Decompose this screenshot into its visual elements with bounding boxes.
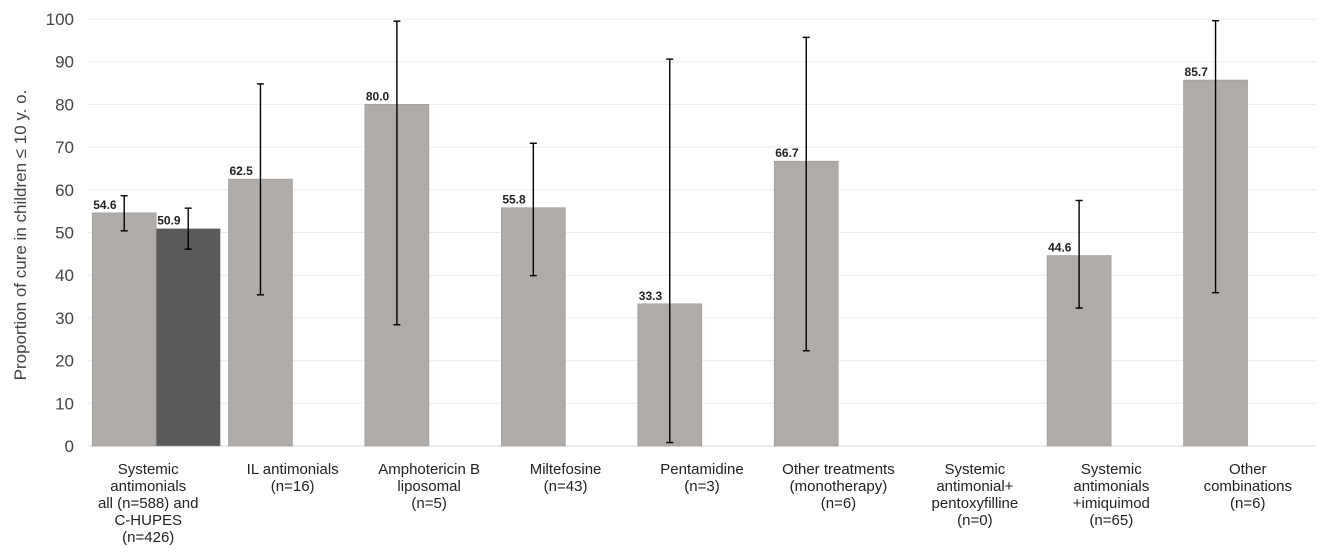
data-label: 54.6 (93, 198, 117, 212)
x-category-label: IL antimonials (n=16) (247, 461, 339, 495)
data-label: 62.5 (229, 164, 253, 178)
data-label: 66.7 (775, 146, 799, 160)
y-tick-label: 60 (55, 181, 74, 200)
y-tick-label: 10 (55, 394, 74, 413)
y-tick-label: 100 (46, 10, 74, 29)
y-tick-label: 70 (55, 138, 74, 157)
error-bars (120, 20, 1220, 444)
y-tick-label: 20 (55, 352, 74, 371)
x-category-label: Systemic antimonials all (n=588) and C-HUPE… (98, 461, 199, 546)
data-label: 44.6 (1048, 241, 1072, 255)
data-label: 33.3 (639, 289, 663, 303)
x-category-label: Other treatments (monotherapy) (n=6) (782, 461, 895, 512)
data-label: 80.0 (366, 89, 390, 103)
y-tick-label: 50 (55, 224, 74, 243)
y-tick-label: 40 (55, 266, 74, 285)
y-tick-label: 30 (55, 309, 74, 328)
y-tick-labels: 0 10 20 30 40 50 60 70 80 90 100 (46, 10, 74, 456)
x-category-label: Systemic antimonial+ pentoxyfilline (n=0) (932, 461, 1019, 529)
data-label: 85.7 (1185, 65, 1209, 79)
y-tick-label: 0 (65, 437, 74, 456)
category-labels: Systemic antimonials all (n=588) and C-HUPE… (98, 461, 1292, 546)
bar (155, 228, 221, 447)
x-category-label: Pentamidine (n=3) (660, 461, 743, 495)
x-category-label: Other combinations (n=6) (1204, 461, 1292, 512)
data-label: 50.9 (157, 214, 181, 228)
x-category-label: Systemic antimonials +imiquimod (n=65) (1073, 461, 1150, 529)
data-labels: 54.6 50.9 62.5 80.0 55.8 33.3 66.7 44.6 85.7 (93, 65, 1208, 303)
data-label: 55.8 (502, 193, 526, 207)
y-axis-title: Proportion of cure in children ≤ 10 y. o… (11, 90, 30, 381)
y-tick-label: 90 (55, 53, 74, 72)
x-category-label: Miltefosine (n=43) (530, 461, 602, 495)
bar (91, 212, 157, 447)
y-tick-label: 80 (55, 95, 74, 114)
